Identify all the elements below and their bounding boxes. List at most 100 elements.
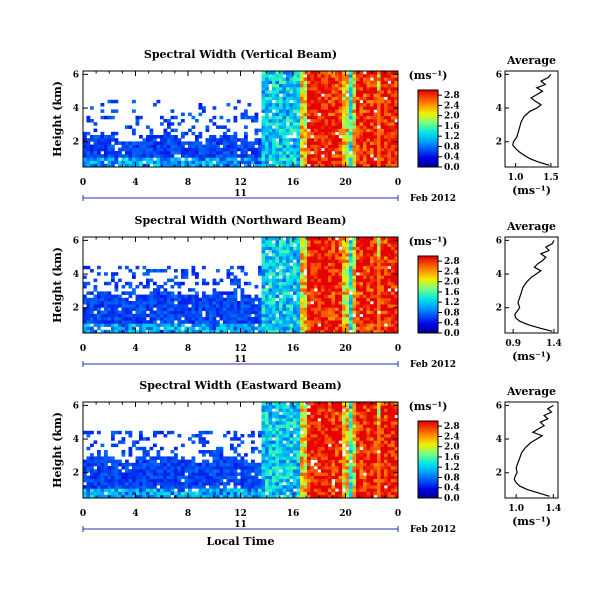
heatmap-cell — [380, 163, 385, 168]
heatmap-cell — [296, 488, 301, 492]
heatmap-cell — [282, 256, 287, 260]
heatmap-cell — [233, 329, 238, 334]
heatmap-cell — [279, 249, 283, 254]
heatmap-cell — [146, 160, 150, 165]
heatmap-cell — [212, 141, 217, 145]
heatmap-cell — [307, 326, 311, 331]
heatmap-cell — [128, 478, 133, 483]
heatmap-cell — [331, 304, 336, 308]
heatmap-cell — [310, 112, 315, 117]
date-label: Feb 2012 — [410, 360, 456, 370]
heatmap-cell — [195, 160, 199, 165]
heatmap-cell — [286, 249, 290, 254]
heatmap-cell — [384, 326, 388, 331]
heatmap-cell — [268, 488, 273, 492]
heatmap-cell — [268, 450, 273, 454]
heatmap-cell — [244, 297, 248, 302]
heatmap-cell — [366, 281, 371, 286]
heatmap-cell — [240, 434, 245, 438]
heatmap-cell — [303, 427, 308, 432]
heatmap-cell — [251, 317, 255, 321]
heatmap-cell — [244, 160, 248, 165]
heatmap-cell — [314, 135, 318, 139]
heatmap-cell — [139, 135, 143, 139]
colorbar-segment — [418, 268, 438, 271]
heatmap-cell — [377, 83, 381, 88]
heatmap-cell — [321, 96, 325, 101]
heatmap-cell — [233, 488, 238, 492]
heatmap-cell — [177, 301, 182, 305]
heatmap-cell — [163, 478, 168, 483]
heatmap-cell — [247, 488, 252, 492]
heatmap-cell — [230, 163, 234, 168]
heatmap-cell — [160, 485, 164, 489]
heatmap-cell — [300, 402, 304, 406]
heatmap-cell — [324, 301, 329, 305]
heatmap-cell — [156, 430, 161, 435]
heatmap-cell — [335, 281, 339, 286]
heatmap-cell — [296, 323, 301, 327]
heatmap-cell — [268, 414, 273, 419]
heatmap-cell — [296, 249, 301, 254]
heatmap-cell — [373, 106, 378, 110]
heatmap-cell — [394, 304, 399, 308]
heatmap-cell — [335, 320, 339, 324]
heatmap-cell — [212, 291, 217, 295]
heatmap-cell — [202, 157, 206, 161]
heatmap-cell — [254, 128, 259, 133]
heatmap-cell — [184, 459, 189, 464]
heatmap-cell — [275, 472, 280, 476]
heatmap-cell — [202, 304, 206, 308]
heatmap-cell — [188, 482, 192, 486]
heatmap-cell — [83, 307, 87, 311]
heatmap-cell — [209, 323, 213, 327]
heatmap-cell — [170, 160, 175, 165]
heatmap-cell — [331, 93, 336, 97]
heatmap-cell — [261, 147, 266, 152]
heatmap-cell — [111, 99, 115, 104]
heatmap-cell — [317, 310, 322, 315]
heatmap-cell — [359, 103, 364, 107]
heatmap-cell — [331, 307, 336, 311]
heatmap-cell — [356, 249, 360, 254]
heatmap-cell — [100, 443, 105, 448]
heatmap-cell — [356, 320, 360, 324]
heatmap-cell — [349, 83, 353, 88]
heatmap-cell — [163, 485, 168, 489]
heatmap-cell — [349, 71, 353, 75]
heatmap-cell — [118, 323, 122, 327]
heatmap-cell — [314, 310, 318, 315]
heatmap-cell — [321, 122, 325, 126]
heatmap-cell — [107, 491, 112, 496]
heatmap-cell — [356, 281, 360, 286]
heatmap-cell — [345, 147, 350, 152]
heatmap-cell — [293, 246, 297, 251]
heatmap-cell — [349, 106, 353, 110]
heatmap-cell — [118, 151, 122, 155]
heatmap-cell — [338, 122, 343, 126]
heatmap-cell — [188, 329, 192, 334]
heatmap-cell — [363, 294, 367, 299]
heatmap-cell — [251, 462, 255, 467]
heatmap-cell — [377, 246, 381, 251]
heatmap-cell — [324, 157, 329, 161]
heatmap-cell — [275, 246, 280, 251]
heatmap-cell — [345, 77, 350, 81]
heatmap-cell — [321, 125, 325, 129]
heatmap-cell — [223, 147, 227, 152]
heatmap-cell — [394, 237, 399, 241]
heatmap-cell — [174, 138, 178, 142]
heatmap-cell — [135, 265, 140, 270]
heatmap-cell — [338, 291, 343, 295]
heatmap-cell — [156, 317, 161, 321]
heatmap-cell — [363, 77, 367, 81]
heatmap-cell — [391, 138, 395, 142]
heatmap-cell — [296, 157, 301, 161]
heatmap-cell — [324, 313, 329, 318]
heatmap-cell — [321, 115, 325, 120]
heatmap-cell — [307, 285, 311, 289]
heatmap-cell — [170, 141, 175, 145]
heatmap-cell — [380, 87, 385, 91]
heatmap-cell — [226, 307, 231, 311]
heatmap-cell — [314, 294, 318, 299]
